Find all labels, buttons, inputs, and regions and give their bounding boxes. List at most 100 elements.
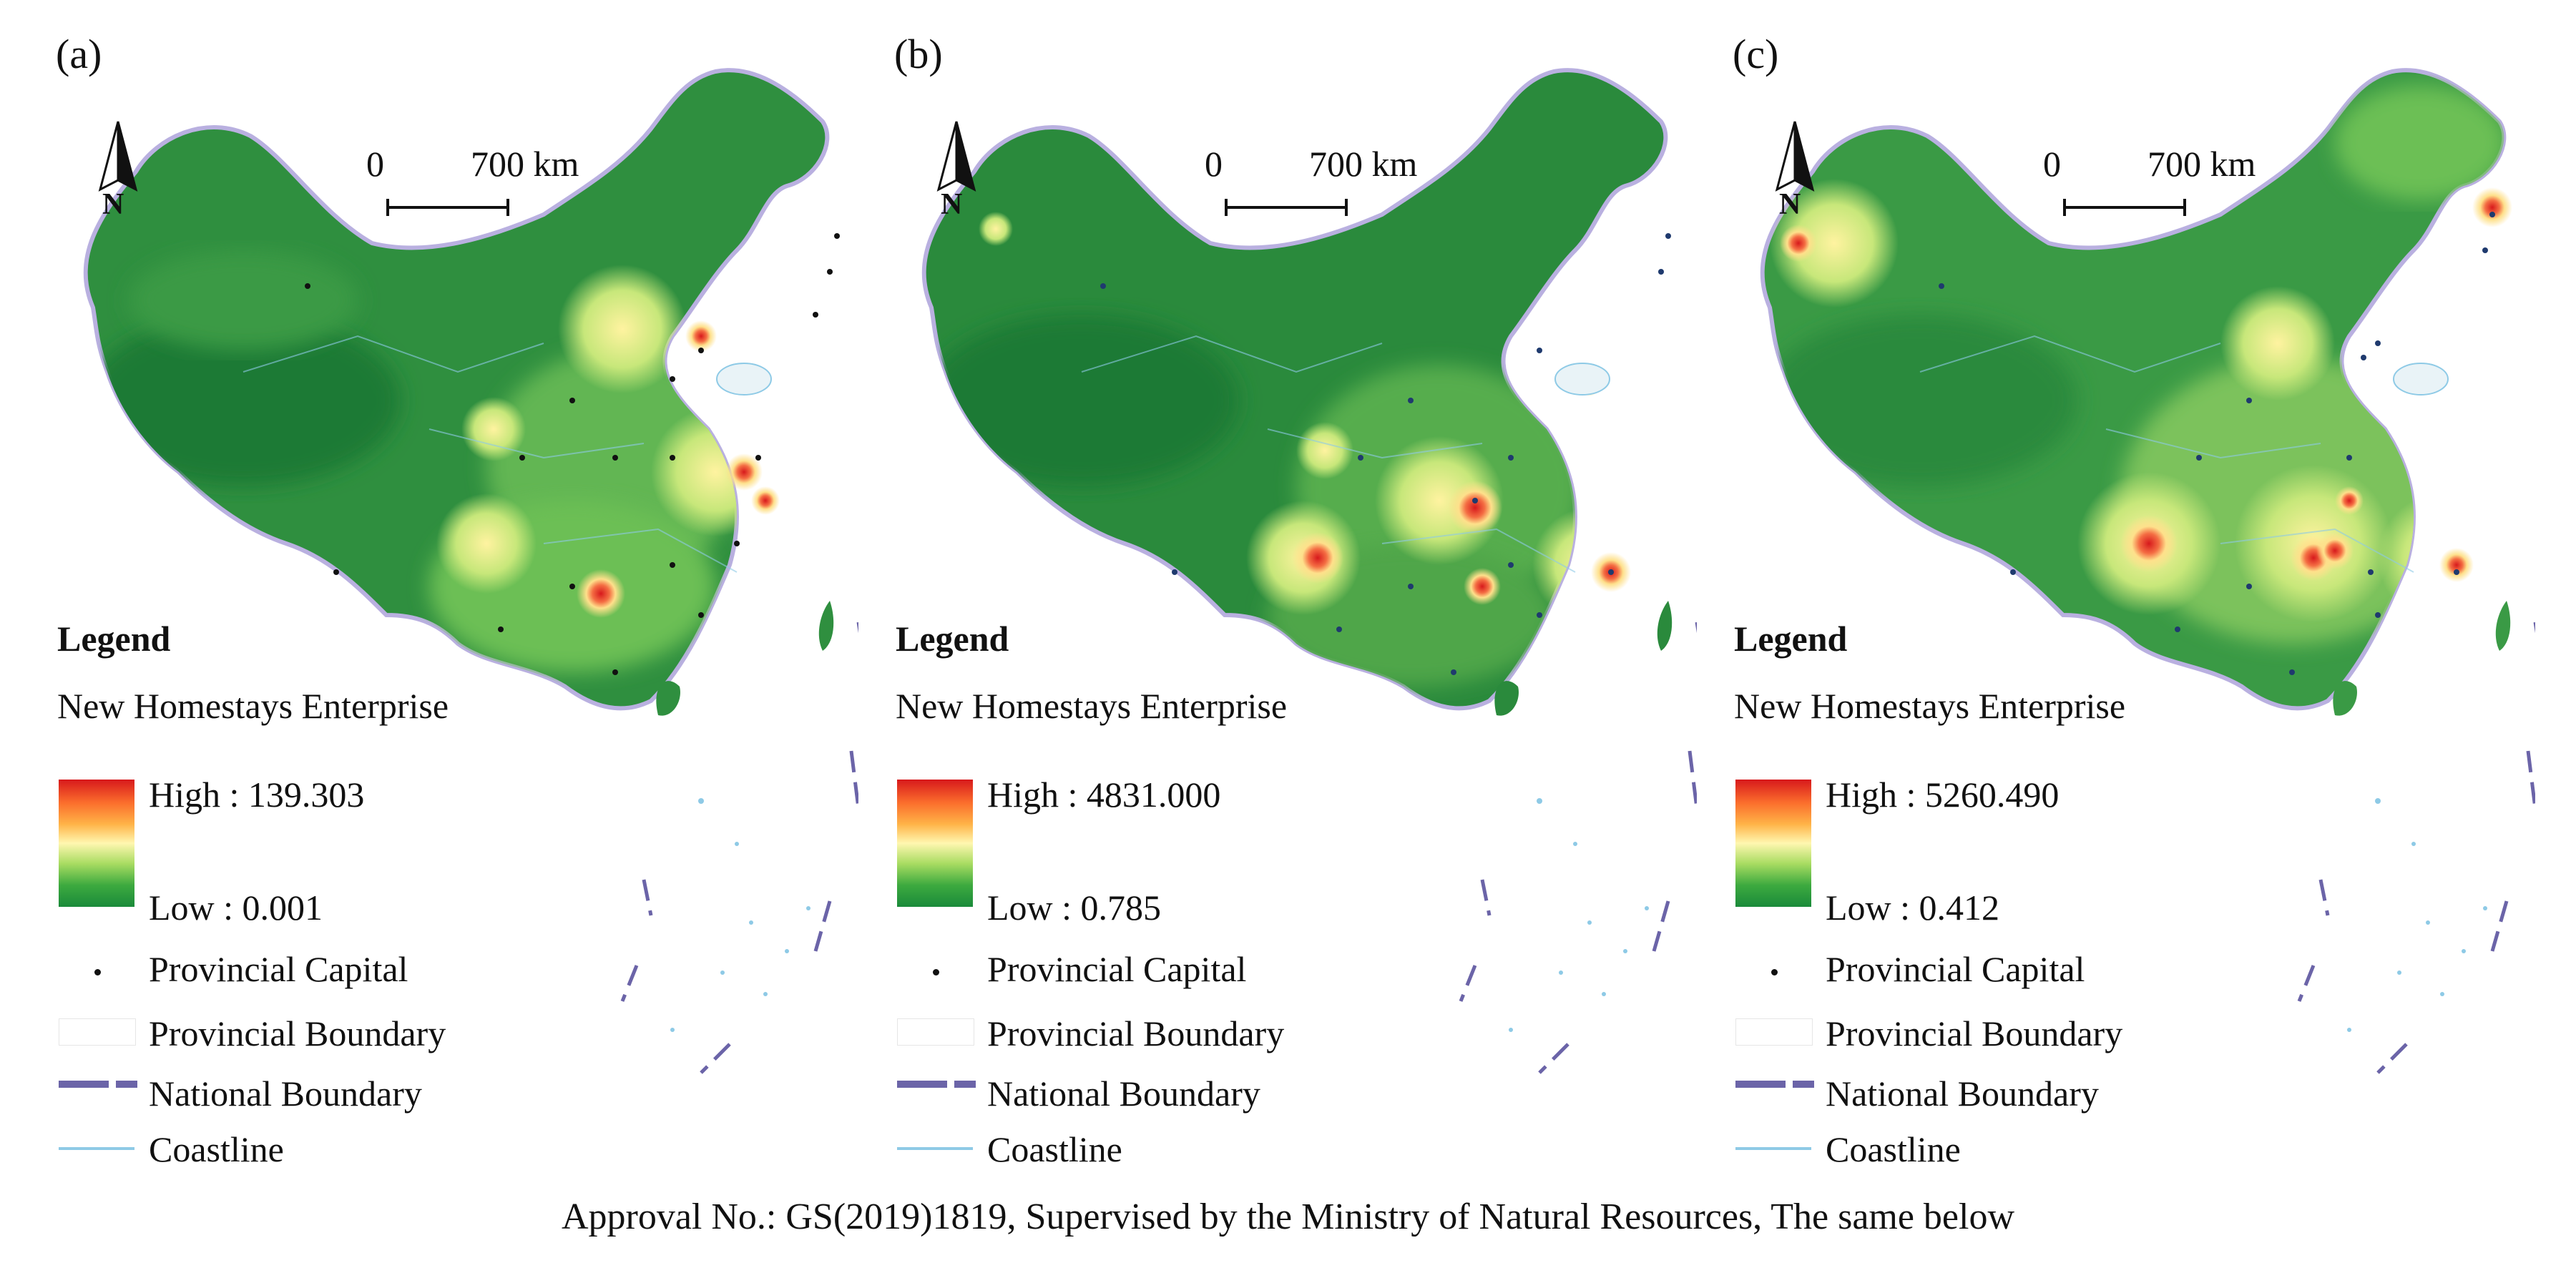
legend-provincial-capital: Provincial Capital bbox=[149, 949, 408, 989]
hotspot bbox=[577, 569, 625, 618]
provincial-capital-dot bbox=[670, 562, 675, 568]
coastline-swatch bbox=[897, 1147, 973, 1150]
coastline-swatch bbox=[59, 1147, 134, 1150]
panel-label: (c) bbox=[1733, 31, 1779, 77]
provincial-capital-dot bbox=[670, 376, 675, 382]
legend-layer-name: New Homestays Enterprise bbox=[1734, 686, 2126, 726]
provincial-capital-dot bbox=[698, 348, 704, 353]
provincial-capital-dot bbox=[1100, 283, 1106, 289]
provincial-capital-dot bbox=[1408, 584, 1414, 589]
hotspot bbox=[979, 212, 1013, 246]
hotspot bbox=[1780, 225, 1817, 262]
coastline-swatch bbox=[1735, 1147, 1811, 1150]
legend-layer-name: New Homestays Enterprise bbox=[57, 686, 449, 726]
panel-label: (a) bbox=[56, 31, 102, 77]
provincial-capital-dot bbox=[569, 584, 575, 589]
hotspot bbox=[1292, 532, 1343, 584]
provincial-capital-dot bbox=[498, 626, 504, 632]
provincial-capital-dot bbox=[734, 541, 740, 546]
provincial-capital-dot bbox=[1358, 455, 1363, 461]
provincial-capital-dot bbox=[2346, 455, 2352, 461]
legend-layer-name: New Homestays Enterprise bbox=[896, 686, 1288, 726]
provincial-capital-dot bbox=[2246, 398, 2252, 403]
provincial-capital-dot bbox=[1408, 398, 1414, 403]
scale-zero-label: 0 bbox=[2043, 144, 2061, 184]
provincial-capital-dot bbox=[755, 455, 761, 461]
scale-zero-label: 0 bbox=[366, 144, 384, 184]
provincial-capital-dot bbox=[1658, 269, 1664, 275]
provincial-capital-dot bbox=[2489, 212, 2495, 217]
panel-label: (b) bbox=[894, 31, 943, 77]
provincial-capital-dot bbox=[2454, 569, 2459, 575]
provincial-capital-dot bbox=[333, 569, 339, 575]
national-boundary-swatch bbox=[59, 1081, 137, 1088]
provincial-capital-dot bbox=[1336, 626, 1342, 632]
legend-title: Legend bbox=[57, 619, 171, 659]
provincial-capital-dot bbox=[305, 283, 310, 289]
hotspot bbox=[1448, 481, 1502, 535]
legend-coastline: Coastline bbox=[149, 1129, 284, 1169]
hotspot bbox=[685, 320, 717, 352]
provincial-capital-dot bbox=[612, 669, 618, 675]
scale-bar bbox=[2063, 199, 2186, 216]
provincial-capital-dot bbox=[2246, 584, 2252, 589]
legend-low-value: Low : 0.785 bbox=[987, 888, 1162, 928]
provincial-capital-dot bbox=[519, 455, 525, 461]
legend-national-boundary: National Boundary bbox=[987, 1073, 1260, 1114]
provincial-capital-dot bbox=[813, 312, 818, 318]
hotspot bbox=[2439, 548, 2474, 582]
provincial-capital-dot bbox=[670, 455, 675, 461]
scale-zero-label: 0 bbox=[1205, 144, 1223, 184]
scale-bar bbox=[1225, 199, 1348, 216]
provincial-capital-dot bbox=[612, 455, 618, 461]
provincial-capital-dot bbox=[2368, 569, 2374, 575]
provincial-capital-dot bbox=[569, 398, 575, 403]
legend-coastline: Coastline bbox=[1826, 1129, 1961, 1169]
hotspot bbox=[2472, 187, 2512, 227]
capital-dot-icon bbox=[933, 969, 939, 975]
provincial-boundary-swatch bbox=[897, 1018, 974, 1046]
capital-dot-icon bbox=[1771, 969, 1778, 975]
provincial-capital-dot bbox=[1451, 669, 1456, 675]
legend-high-value: High : 5260.490 bbox=[1826, 775, 2060, 815]
provincial-capital-dot bbox=[834, 233, 840, 239]
provincial-capital-dot bbox=[2375, 612, 2381, 618]
map-panel-b: (b) N 0 700 km Legend New Homestays Ente… bbox=[867, 0, 1697, 1169]
legend-high-value: High : 139.303 bbox=[149, 775, 365, 815]
provincial-capital-dot bbox=[1472, 498, 1478, 503]
hotspot bbox=[2316, 532, 2354, 569]
provincial-capital-dot bbox=[2175, 626, 2180, 632]
legend-national-boundary: National Boundary bbox=[1826, 1073, 2099, 1114]
provincial-capital-dot bbox=[1508, 562, 1514, 568]
legend-provincial-capital: Provincial Capital bbox=[1826, 949, 2085, 989]
north-label: N bbox=[941, 188, 963, 221]
scale-distance-label: 700 km bbox=[1309, 144, 1418, 184]
provincial-capital-dot bbox=[827, 269, 833, 275]
national-boundary-swatch bbox=[897, 1081, 976, 1088]
provincial-capital-dot bbox=[2010, 569, 2016, 575]
hotspot bbox=[725, 453, 763, 491]
hotspot bbox=[2335, 486, 2364, 515]
north-arrow-icon bbox=[1775, 121, 1815, 192]
legend-provincial-boundary: Provincial Boundary bbox=[1826, 1013, 2123, 1053]
provincial-capital-dot bbox=[2289, 669, 2295, 675]
north-arrow-icon bbox=[936, 121, 976, 192]
provincial-capital-dot bbox=[1608, 569, 1614, 575]
legend-title: Legend bbox=[1734, 619, 1848, 659]
legend-high-value: High : 4831.000 bbox=[987, 775, 1221, 815]
provincial-capital-dot bbox=[1537, 348, 1542, 353]
scale-distance-label: 700 km bbox=[2148, 144, 2256, 184]
capital-dot-icon bbox=[94, 969, 101, 975]
color-ramp bbox=[59, 780, 134, 907]
color-ramp bbox=[897, 780, 973, 907]
legend-low-value: Low : 0.001 bbox=[149, 888, 323, 928]
legend-title: Legend bbox=[896, 619, 1009, 659]
provincial-capital-dot bbox=[1665, 233, 1671, 239]
china-density-map-c bbox=[1705, 0, 2535, 1074]
legend-coastline: Coastline bbox=[987, 1129, 1122, 1169]
provincial-capital-dot bbox=[1172, 569, 1177, 575]
china-density-map-b bbox=[867, 0, 1697, 1074]
hotspot bbox=[2120, 515, 2178, 572]
provincial-capital-dot bbox=[698, 612, 704, 618]
legend-provincial-capital: Provincial Capital bbox=[987, 949, 1247, 989]
